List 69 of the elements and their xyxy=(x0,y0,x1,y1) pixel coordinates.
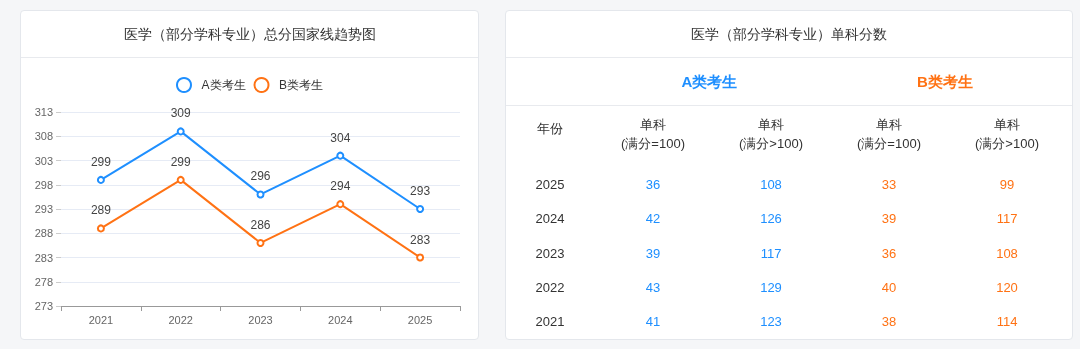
point xyxy=(256,190,265,199)
data-label: 114 xyxy=(996,314,1018,330)
point xyxy=(176,175,185,184)
y-tick-label: 278 xyxy=(34,275,53,288)
x-tick-label: 单科 (满分=100) xyxy=(857,117,921,151)
data-label: 36 xyxy=(881,245,897,261)
point xyxy=(416,253,425,262)
data-label: 299 xyxy=(90,154,112,169)
x-tick-label: 2022 xyxy=(168,313,193,326)
data-label: 41 xyxy=(645,314,661,330)
data-label: 108 xyxy=(996,245,1018,261)
point xyxy=(96,224,105,233)
data-label: 43 xyxy=(645,279,661,295)
data-label: 120 xyxy=(996,279,1018,295)
point xyxy=(256,238,265,247)
x-tick-label: 2025 xyxy=(407,313,433,326)
data-label: 283 xyxy=(410,232,431,247)
chart-title: 医学（部分学科专业）单科分数 xyxy=(506,11,1072,58)
data-label: 309 xyxy=(170,106,192,121)
x-tick-label: 单科 (满分>100) xyxy=(975,117,1039,151)
data-label: 289 xyxy=(90,203,112,218)
x-tick-label: 2021 xyxy=(88,313,114,326)
text: 年份 xyxy=(536,120,564,138)
y-tick-label: 2024 xyxy=(535,211,565,227)
data-label: 39 xyxy=(881,211,897,227)
data-label: 36 xyxy=(645,176,661,192)
data-label: 293 xyxy=(410,184,431,198)
data-label: 129 xyxy=(760,279,782,295)
point xyxy=(416,205,425,213)
y-tick-label: 273 xyxy=(34,300,53,312)
y-tick-label: 303 xyxy=(34,154,53,167)
data-label: 40 xyxy=(881,279,897,295)
legend-label: B类考生 xyxy=(279,78,324,92)
x-tick-label: 2024 xyxy=(328,313,353,326)
point xyxy=(336,151,345,160)
y-tick-label: 2025 xyxy=(535,176,565,192)
data-label: 123 xyxy=(760,314,782,330)
y-tick-label: 308 xyxy=(34,130,53,143)
text: A类考生 xyxy=(680,72,739,92)
point xyxy=(176,127,185,136)
data-label: 39 xyxy=(645,245,661,261)
text: B类考生 xyxy=(916,72,974,92)
data-label: 38 xyxy=(881,314,897,330)
data-label: 33 xyxy=(881,176,897,192)
x-tick-label: 2023 xyxy=(248,313,273,326)
y-tick-label: 283 xyxy=(34,251,53,264)
y-tick-label: 298 xyxy=(34,178,53,191)
point xyxy=(96,175,105,184)
point xyxy=(336,200,345,209)
data-label: 117 xyxy=(760,245,782,261)
y-tick-label: 293 xyxy=(34,203,53,215)
y-tick-label: 313 xyxy=(34,106,53,118)
y-tick-label: 2022 xyxy=(535,279,565,295)
data-label: 99 xyxy=(999,176,1015,192)
x-tick-label: 单科 (满分=100) xyxy=(621,117,685,151)
data-label: 117 xyxy=(996,211,1018,227)
data-label: 296 xyxy=(250,169,271,184)
legend-label: A类考生 xyxy=(201,78,246,92)
data-label: 108 xyxy=(760,176,782,192)
chart-title: 医学（部分学科专业）总分国家线趋势图 xyxy=(21,11,478,58)
y-tick-label: 2023 xyxy=(535,245,565,261)
data-label: 286 xyxy=(250,217,271,232)
y-tick-label: 288 xyxy=(34,227,53,240)
data-label: 304 xyxy=(330,130,351,145)
data-label: 42 xyxy=(645,211,661,227)
data-label: 299 xyxy=(170,154,192,169)
data-label: 126 xyxy=(760,211,782,227)
data-label: 294 xyxy=(330,179,351,194)
x-tick-label: 单科 (满分>100) xyxy=(739,117,803,151)
